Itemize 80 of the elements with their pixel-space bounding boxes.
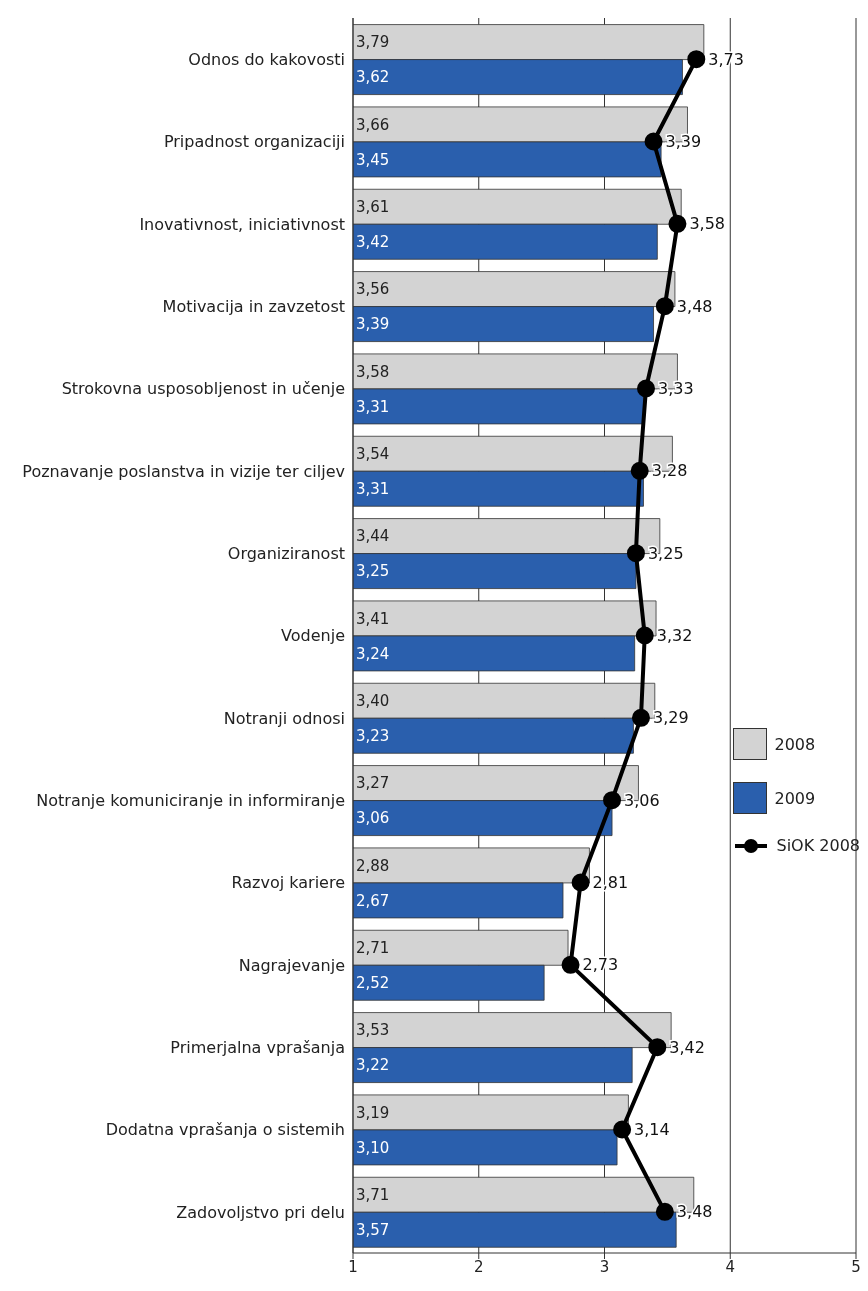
data-label: 2,88 [356, 856, 390, 875]
point [687, 50, 706, 69]
data-label: 3,06 [356, 809, 390, 828]
data-label: 3,44 [356, 527, 390, 546]
data-label: 3,31 [356, 480, 390, 498]
data-label: 3,79 [356, 33, 390, 52]
data-label: 3,57 [356, 1221, 390, 1239]
data-label: 3,10 [356, 1138, 390, 1157]
data-label: 3,28 [651, 461, 688, 481]
legend-label: 2008 [774, 734, 816, 754]
data-label: 2,52 [356, 974, 390, 992]
x-tick-label: 3 [599, 1257, 610, 1276]
y-tick-label: Razvoj kariere [231, 873, 345, 893]
legend-label: SiOK 2008 [776, 836, 860, 855]
data-label: 2,67 [356, 891, 390, 910]
y-tick-label: Organiziranost [227, 543, 345, 563]
data-label: 3,39 [665, 132, 702, 152]
point [668, 214, 687, 233]
y-tick-label: Vodenje [281, 626, 345, 646]
data-label: 3,19 [356, 1103, 390, 1122]
data-label: 3,32 [656, 626, 693, 646]
y-tick-label: Nagrajevanje [238, 955, 345, 975]
data-label: 3,25 [647, 543, 684, 563]
point [637, 379, 655, 398]
y-tick-label: Odnos do kakovosti [188, 49, 345, 69]
data-label: 3,45 [356, 150, 390, 169]
data-label: 3,42 [669, 1037, 705, 1057]
point [631, 708, 650, 727]
data-label: 3,33 [658, 379, 694, 399]
data-label: 3,56 [356, 280, 390, 299]
point [571, 873, 590, 892]
data-label: 3,31 [356, 397, 390, 416]
point [648, 1038, 667, 1057]
data-label: 3,48 [676, 296, 713, 316]
data-label: 3,58 [356, 362, 390, 381]
y-tick-label: Zadovoljstvo pri delu [176, 1202, 345, 1222]
point [561, 955, 580, 974]
data-label: 3,66 [356, 115, 390, 134]
y-tick-label: Notranji odnosi [223, 708, 345, 728]
x-tick-label: 2 [473, 1257, 484, 1276]
data-label: 3,41 [356, 609, 390, 628]
data-label: 3,62 [356, 68, 390, 87]
y-tick-label: Dodatna vprašanja o sistemih [105, 1120, 345, 1140]
data-label: 3,23 [356, 727, 390, 745]
x-tick-label: 4 [725, 1257, 736, 1276]
point [626, 544, 645, 563]
legend-label: 2009 [774, 788, 816, 808]
point [655, 1202, 674, 1221]
data-label: 3,58 [689, 214, 726, 234]
y-tick-label: Poznavanje poslanstva in vizije ter ciljev [22, 461, 345, 481]
point [635, 626, 654, 645]
point [603, 791, 622, 810]
data-label: 3,53 [356, 1021, 390, 1040]
y-tick-label: Primerjalna vprašanja [170, 1037, 345, 1057]
point [644, 132, 663, 151]
point [655, 297, 674, 316]
y-tick-label: Inovativnost, iniciativnost [139, 214, 345, 234]
x-tick-label: 5 [851, 1257, 861, 1276]
data-label: 3,22 [356, 1056, 390, 1075]
point [613, 1120, 632, 1139]
point [630, 461, 649, 480]
data-label: 3,54 [356, 445, 390, 463]
data-label: 3,61 [356, 198, 390, 216]
y-tick-label: Pripadnost organizaciji [163, 132, 345, 152]
data-label: 3,29 [652, 708, 689, 728]
y-tick-label: Notranje komuniciranje in informiranje [36, 790, 345, 810]
data-label: 2,71 [356, 939, 390, 957]
data-label: 3,71 [356, 1186, 390, 1204]
data-label: 3,06 [624, 790, 660, 810]
data-label: 3,48 [676, 1202, 713, 1222]
data-label: 3,27 [356, 774, 390, 793]
data-label: 3,39 [356, 315, 390, 334]
y-tick-label: Motivacija in zavzetost [162, 296, 345, 316]
data-label: 3,40 [356, 692, 390, 710]
x-tick-label: 1 [348, 1257, 358, 1276]
y-tick-label: Strokovna usposobljenost in učenje [61, 379, 345, 399]
data-label: 3,14 [634, 1120, 670, 1140]
data-label: 3,42 [356, 233, 390, 251]
data-label: 3,25 [356, 562, 390, 581]
data-label: 3,24 [356, 644, 390, 663]
